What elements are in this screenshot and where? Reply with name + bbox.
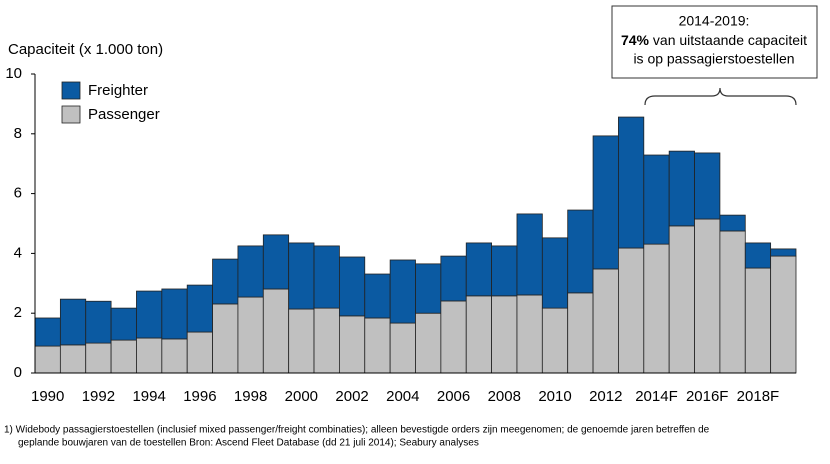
y-tick-label: 0 [14, 364, 22, 381]
bar-segment [212, 258, 239, 305]
bar-segment [161, 338, 188, 374]
x-tick-label: 2010 [538, 388, 571, 405]
bar-segment [668, 225, 695, 374]
brace [644, 87, 797, 106]
bar-segment [338, 315, 366, 374]
y-tick-label: 10 [5, 65, 22, 82]
bar-segment [770, 255, 797, 374]
bar-segment [110, 339, 137, 374]
x-tick-label: 1996 [183, 388, 216, 405]
bar-segment [415, 263, 442, 314]
bar-segment [262, 234, 290, 290]
bar-segment [694, 218, 721, 374]
bar-segment [541, 307, 569, 374]
x-tick-label: 2016F [686, 388, 729, 405]
bar-segment [618, 247, 645, 374]
bar-segment [237, 296, 264, 374]
legend-label: Passenger [88, 106, 160, 123]
bar-segment [136, 337, 163, 374]
footnote: 1) Widebody passagierstoestellen (inclus… [4, 425, 710, 436]
bar-segment [161, 288, 188, 340]
x-tick-label: 2002 [335, 388, 368, 405]
bar-segment [136, 290, 163, 339]
x-tick-label: 1994 [132, 388, 165, 405]
bar-segment [110, 307, 137, 341]
bar-segment [59, 298, 87, 346]
bar-segment [440, 300, 467, 374]
legend-label: Freighter [88, 82, 148, 99]
x-tick-label: 2006 [437, 388, 470, 405]
y-tick-label: 6 [14, 185, 22, 202]
legend-swatch [61, 105, 81, 124]
x-tick-label: 2012 [589, 388, 622, 405]
annotation-line: 74% van uitstaande capaciteit [621, 32, 807, 48]
y-tick-label: 4 [14, 244, 22, 261]
bar-segment [440, 255, 467, 302]
x-tick-label: 1990 [31, 388, 64, 405]
bar-segment [262, 288, 290, 374]
bar-segment [34, 345, 61, 374]
bar-segment [770, 248, 797, 257]
bar-segment [338, 256, 366, 317]
bar-segment [237, 245, 264, 298]
bar-segment [34, 317, 61, 347]
bar-segment [668, 150, 695, 227]
bar-segment [643, 243, 670, 374]
bar-segment [364, 273, 391, 319]
bar-segment [567, 292, 594, 374]
legend-swatch [61, 81, 81, 100]
bar-segment [415, 312, 442, 374]
bar-segment [491, 245, 518, 297]
x-tick-label: 2014F [635, 388, 678, 405]
bar-segment [85, 300, 112, 344]
bar-segment [288, 242, 315, 310]
bar-segment [541, 237, 569, 309]
annotation-title: 2014-2019: [679, 13, 750, 29]
bar-segment [364, 317, 391, 374]
footnote: geplande bouwjaren van de toestellen Bro… [18, 438, 479, 449]
x-tick-label: 2000 [285, 388, 318, 405]
bar-segment [491, 295, 518, 374]
bar-segment [186, 331, 213, 374]
y-axis-label: Capaciteit (x 1.000 ton) [8, 41, 163, 58]
x-tick-label: 2004 [386, 388, 419, 405]
bar-segment [288, 308, 315, 374]
annotation-bold: 74% [621, 32, 650, 48]
annotation-last: is op passagierstoestellen [633, 51, 794, 67]
x-tick-label: 2008 [488, 388, 521, 405]
bar-segment [59, 344, 87, 374]
x-tick-label: 1998 [234, 388, 267, 405]
bar-segment [212, 303, 239, 374]
annotation-box [611, 5, 818, 79]
bar-segment [744, 242, 772, 269]
bar-segment [744, 267, 772, 374]
bar-segment [592, 135, 619, 270]
bar-segment [465, 295, 493, 374]
bar-segment [567, 209, 594, 294]
bar-segment [719, 214, 746, 232]
bar-segment [719, 230, 746, 374]
bar-segment [516, 294, 543, 374]
bar-segment [643, 154, 670, 245]
annotation-text: van uitstaande capaciteit [649, 32, 807, 48]
y-tick-label: 8 [14, 125, 22, 142]
bar-segment [313, 245, 340, 309]
y-tick-label: 2 [14, 304, 22, 321]
bar-segment [85, 342, 112, 374]
bar-segment [389, 259, 416, 324]
bar-segment [313, 307, 340, 374]
bar-segment [618, 116, 645, 249]
x-tick-label: 2018F [737, 388, 780, 405]
bar-segment [516, 213, 543, 296]
x-tick-label: 1992 [82, 388, 115, 405]
bar-segment [389, 322, 416, 374]
bar-segment [465, 242, 493, 297]
bar-segment [694, 152, 721, 220]
bar-segment [592, 268, 619, 374]
bar-segment [186, 284, 213, 333]
